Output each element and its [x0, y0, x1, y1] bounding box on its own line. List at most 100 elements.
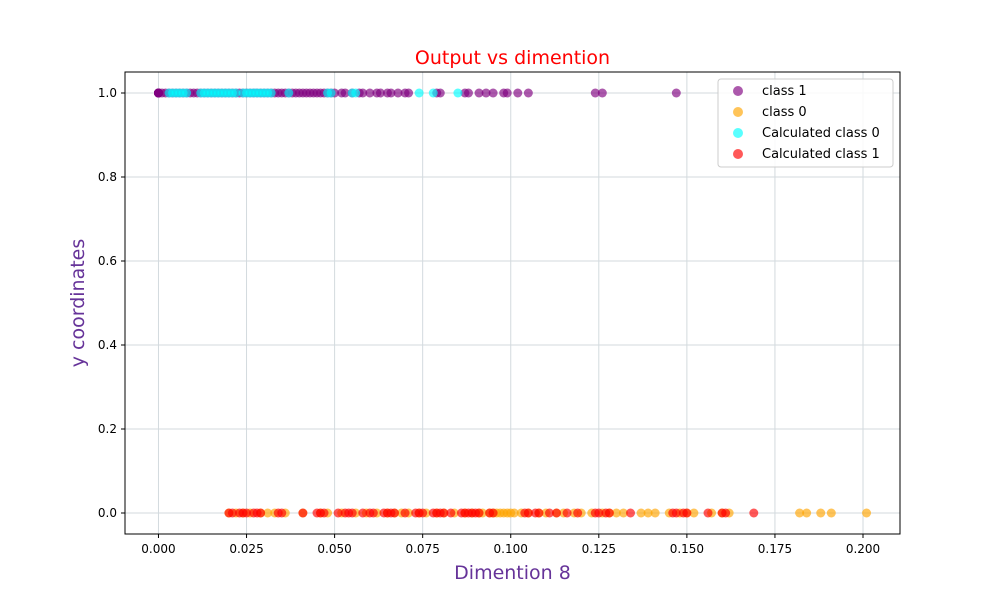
data-point	[802, 508, 812, 518]
legend-marker-calculated-class-0	[733, 128, 743, 138]
data-point	[481, 88, 491, 98]
legend-marker-class-0	[733, 107, 743, 117]
y-tick-label: 0.4	[98, 338, 117, 352]
plot-frame	[124, 71, 901, 535]
data-point	[386, 88, 396, 98]
legend-marker-calculated-class-1	[733, 149, 743, 159]
data-points	[153, 88, 872, 518]
x-tick-label: 0.050	[317, 542, 351, 556]
data-point	[643, 508, 653, 518]
x-tick-label: 0.075	[405, 542, 439, 556]
data-point	[523, 508, 533, 518]
data-point	[552, 508, 562, 518]
data-point	[404, 88, 414, 98]
y-tick-label: 0.6	[98, 254, 117, 268]
x-tick-label: 0.100	[494, 542, 528, 556]
x-tick-label: 0.150	[670, 542, 704, 556]
data-point	[319, 508, 329, 518]
data-point	[414, 88, 424, 98]
data-point	[488, 508, 498, 518]
data-point	[826, 508, 836, 518]
data-point	[509, 508, 519, 518]
data-point	[389, 508, 399, 518]
data-point	[347, 508, 357, 518]
data-point	[368, 508, 378, 518]
data-point	[513, 88, 523, 98]
data-point	[358, 508, 368, 518]
data-point	[636, 508, 646, 518]
x-tick-label: 0.200	[846, 542, 880, 556]
legend: class 1 class 0 Calculated class 0 Calcu…	[717, 78, 894, 168]
data-point	[721, 508, 731, 518]
data-point	[439, 508, 449, 518]
y-tick-label: 0.8	[98, 170, 117, 184]
data-point	[277, 508, 287, 518]
x-axis-label: Dimention 8	[454, 562, 571, 584]
data-point	[682, 508, 692, 518]
data-point	[435, 88, 445, 98]
legend-label-class-1: class 1	[762, 84, 807, 99]
data-point	[263, 508, 273, 518]
data-point	[266, 88, 276, 98]
y-tick-label: 0.0	[98, 506, 117, 520]
data-point	[671, 88, 681, 98]
x-tick-label: 0.025	[229, 542, 263, 556]
data-point	[488, 88, 498, 98]
data-point	[242, 508, 252, 518]
axis-ticks: 0.000 0.025 0.050 0.075 0.100 0.125 0.150 0.175…	[98, 86, 880, 556]
data-point	[358, 88, 368, 98]
data-point	[298, 508, 308, 518]
data-point	[594, 508, 604, 518]
y-tick-label: 1.0	[98, 86, 117, 100]
legend-label-class-0: class 0	[762, 105, 807, 120]
data-point	[590, 88, 600, 98]
series-3	[224, 508, 759, 518]
chart-title: Output vs dimention	[415, 47, 610, 69]
data-point	[340, 88, 350, 98]
data-point	[375, 88, 385, 98]
data-point	[671, 508, 681, 518]
data-point	[365, 88, 375, 98]
x-tick-label: 0.000	[141, 542, 175, 556]
data-point	[562, 508, 572, 518]
data-point	[502, 88, 512, 98]
data-point	[604, 508, 614, 518]
data-point	[611, 508, 621, 518]
y-axis-label: y coordinates	[67, 239, 89, 368]
data-point	[393, 88, 403, 98]
data-point	[463, 88, 473, 98]
data-point	[597, 88, 607, 98]
x-tick-label: 0.175	[758, 542, 792, 556]
data-point	[474, 88, 484, 98]
data-point	[703, 508, 713, 518]
data-point	[333, 508, 343, 518]
legend-label-calculated-class-0: Calculated class 0	[762, 126, 880, 141]
data-point	[626, 508, 636, 518]
y-tick-label: 0.2	[98, 422, 117, 436]
legend-marker-class-1	[733, 86, 743, 96]
data-point	[618, 508, 628, 518]
data-point	[534, 508, 544, 518]
data-point	[227, 508, 237, 518]
x-tick-label: 0.125	[582, 542, 616, 556]
series-2	[164, 88, 463, 98]
data-point	[428, 88, 438, 98]
data-point	[231, 88, 241, 98]
data-point	[573, 508, 583, 518]
data-point	[326, 88, 336, 98]
legend-box	[717, 78, 894, 168]
data-point	[544, 508, 554, 518]
data-point	[523, 88, 533, 98]
data-point	[650, 508, 660, 518]
data-point	[446, 508, 456, 518]
data-point	[795, 508, 805, 518]
data-point	[816, 508, 826, 518]
legend-label-calculated-class-1: Calculated class 1	[762, 147, 880, 162]
data-point	[400, 508, 410, 518]
data-point	[418, 508, 428, 518]
data-point	[749, 508, 759, 518]
data-point	[256, 508, 266, 518]
data-point	[453, 88, 463, 98]
data-point	[689, 508, 699, 518]
